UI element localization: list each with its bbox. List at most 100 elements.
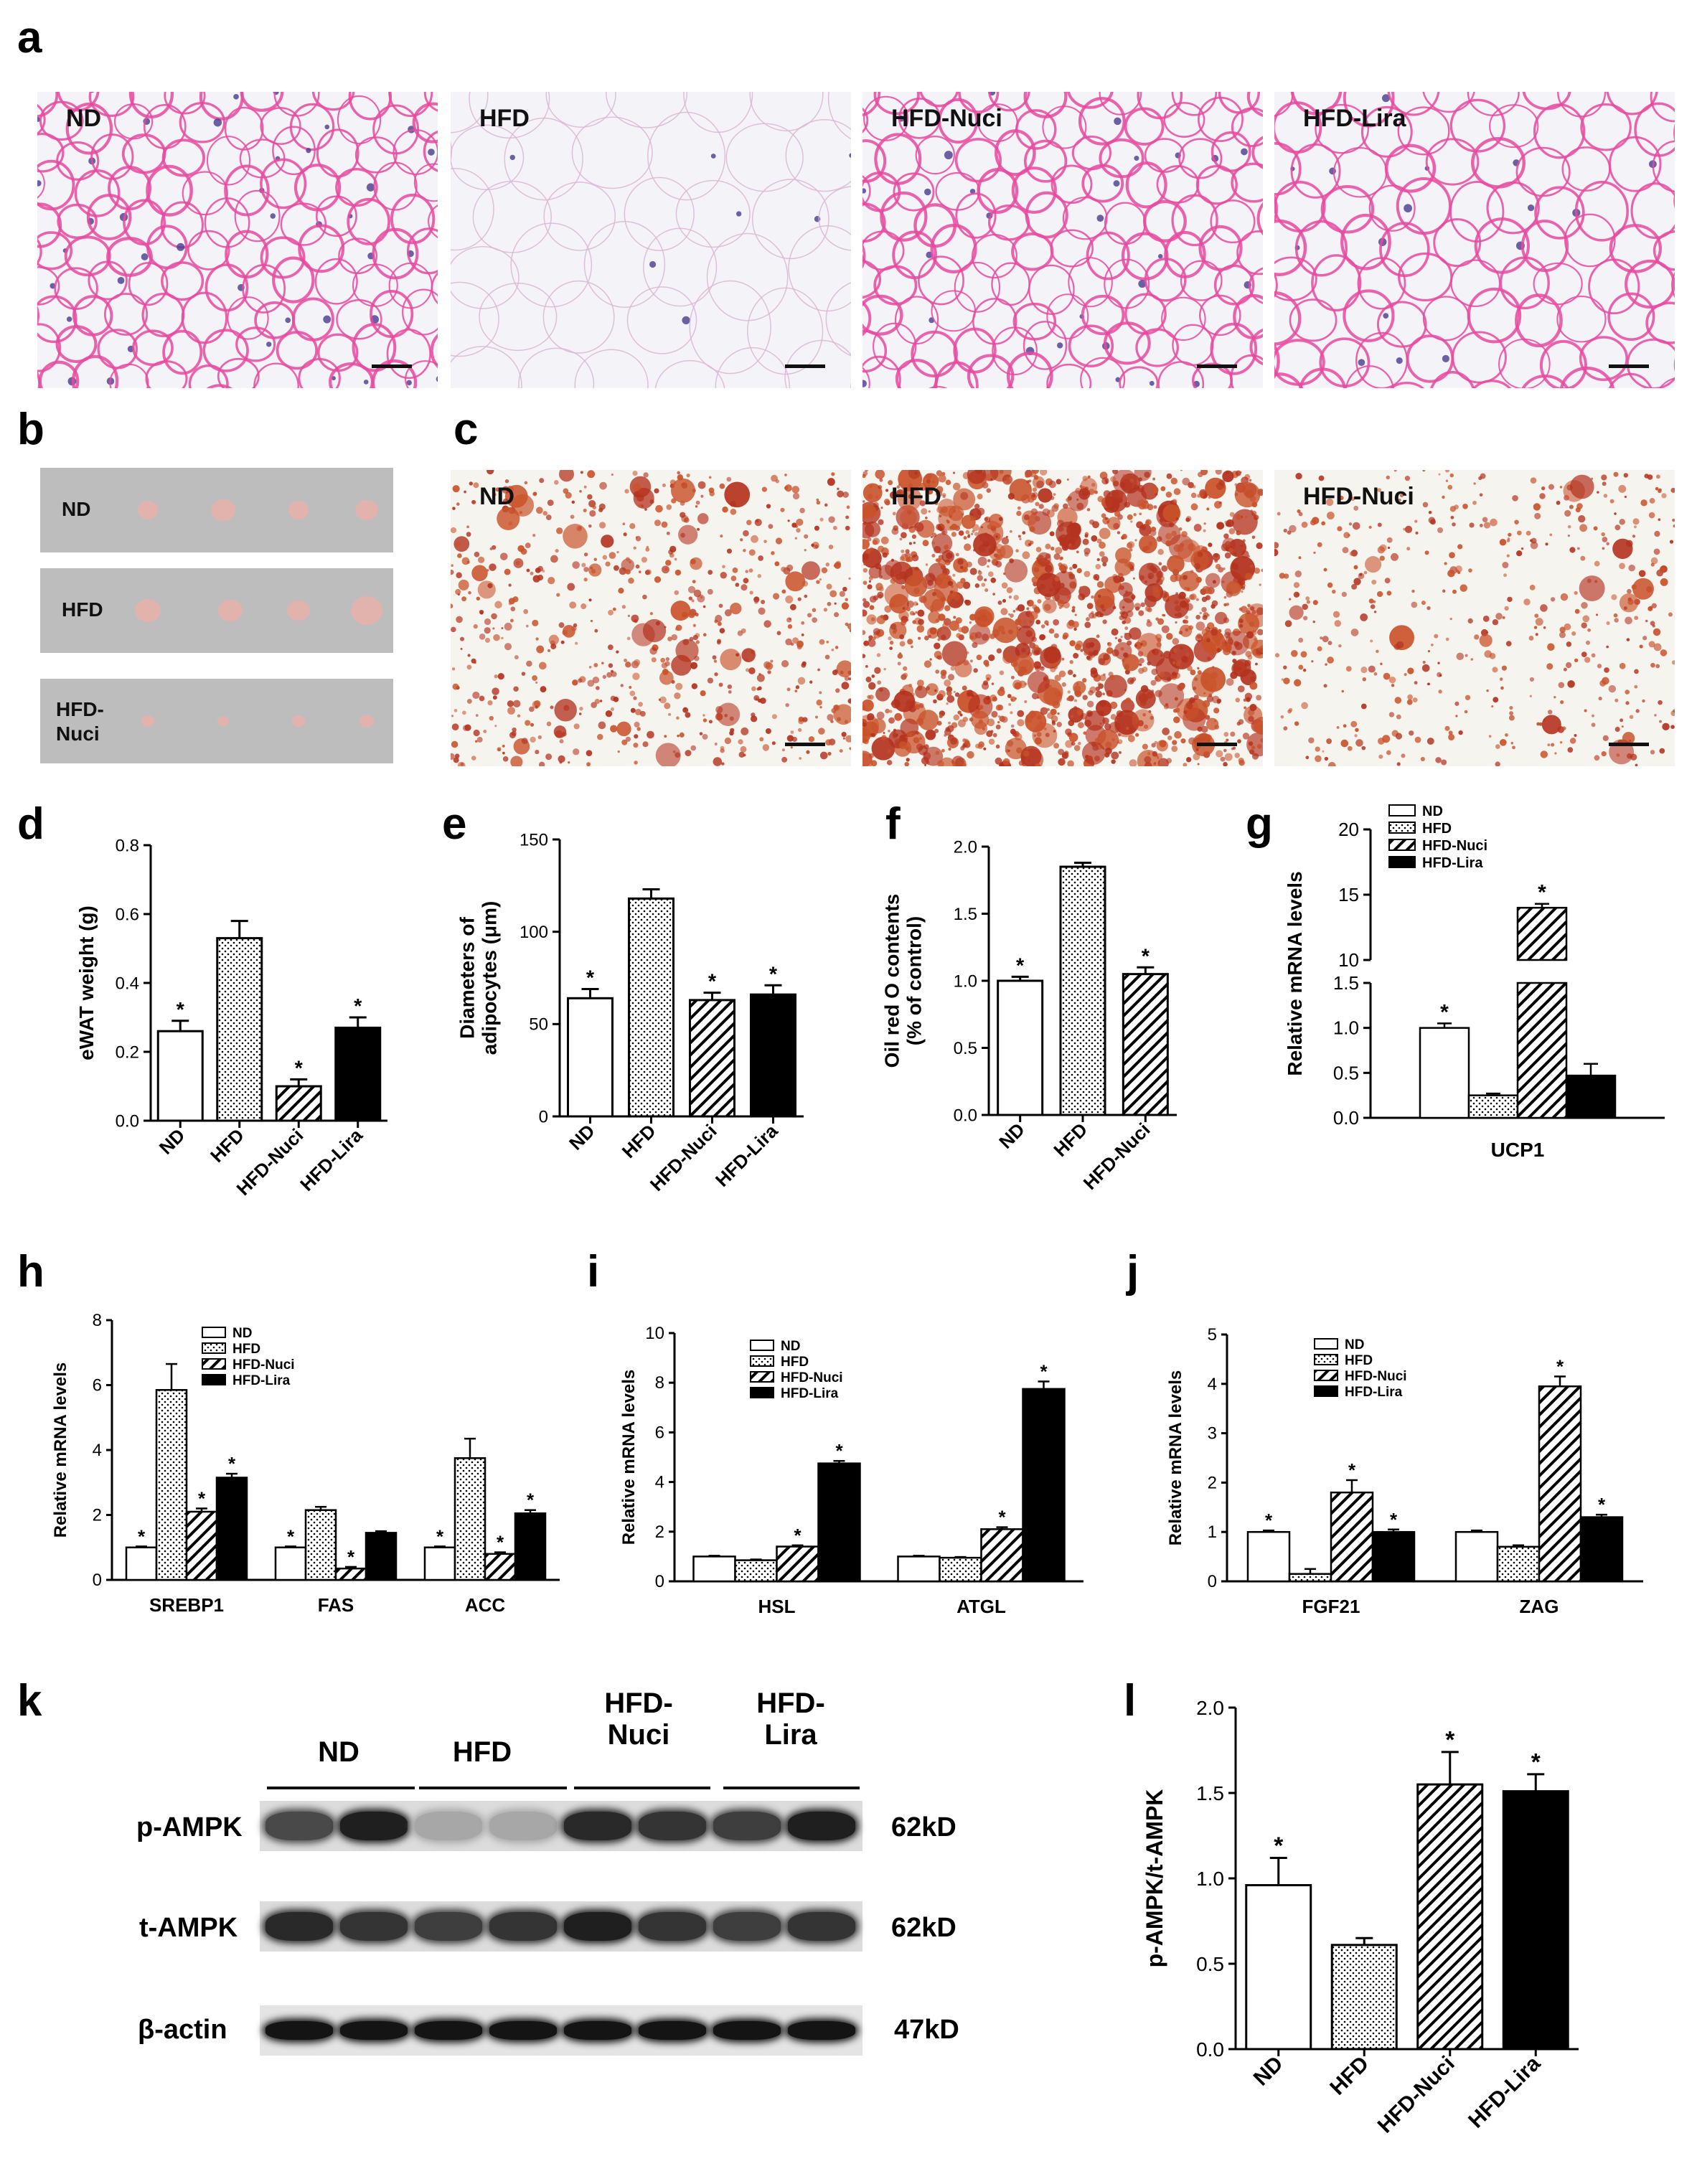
tissue-row-hfd-nuci: HFD-Nuci [40,679,393,763]
significance-star: * [998,1507,1006,1528]
panel-letter-d: d [17,799,44,849]
bar-hfd [1467,1094,1519,1119]
y-tick-label: 1.0 [1333,1017,1359,1039]
category-label: HFD-Nuci [646,1120,721,1195]
panel-letter-l: l [1124,1676,1137,1726]
legend-swatch [750,1371,774,1383]
y-tick-label: 150 [520,830,548,849]
scale-bar [1197,364,1237,368]
legend-label: HFD-Nuci [1422,838,1487,854]
oilred-texture [1274,470,1675,766]
scale-bar [1609,364,1649,368]
blot-size-b-actin: 47kD [894,2015,959,2045]
legend-swatch [750,1340,774,1351]
y-tick-label: 8 [93,1311,102,1330]
y-tick-label: 0.2 [116,1042,139,1062]
he-image-hfd: HFD [451,92,851,388]
y-tick-label: 0.0 [1196,2038,1224,2061]
legend-label: HFD-Lira [781,1386,839,1401]
tissue-row-nd: ND [40,468,393,552]
blot-group-hfd-lira: HFD- Lira [756,1688,825,1751]
tissue-sample [135,598,161,623]
panel-letter-f: f [885,799,901,849]
category-label: HFD-Nuci [1373,2052,1459,2138]
significance-star: * [1274,1832,1284,1859]
category-label: HSL [758,1596,796,1617]
tissue-label-hfd-nuci: HFD-Nuci [56,698,104,745]
group-underline-hfd [419,1787,567,1789]
category-label: HFD-Lira [1464,2051,1545,2132]
y-axis-label: Relative mRNA levels [1284,871,1306,1075]
he-label-nd: ND [66,105,102,132]
significance-star: * [835,1440,843,1462]
y-tick-label: 50 [529,1015,548,1035]
legend-swatch [202,1374,226,1385]
legend-label: HFD-Nuci [232,1357,295,1373]
legend-swatch [1314,1370,1338,1381]
panel-letter-h: h [17,1247,44,1296]
bar-nd [156,1030,204,1122]
bar-hfd-nuci [1538,1385,1582,1583]
legend-swatch [750,1355,774,1367]
legend-swatch [1388,804,1416,816]
y-tick-label: 10 [645,1324,664,1343]
category-label: ZAG [1520,1596,1559,1617]
y-tick-label: 1.5 [954,905,977,924]
blot-band [489,1912,557,1941]
y-tick-label: 0.5 [1196,1953,1224,1975]
blot-band [489,1812,557,1840]
chart-l: 0.0 0.5 1.0 1.5 2.0 * ND HFD * HFD-Nuci * HFD-Lira p… [1142,1697,1579,2138]
significance-star: * [1440,1000,1449,1024]
legend-label: ND [1422,804,1443,819]
panel-letter-b: b [17,405,44,454]
y-tick-label: 10 [1338,949,1359,971]
chart-g: 0.0 0.5 1.0 1.510 15 20 * * UCP1 ND HFDHFD-NuciHFD… [1284,804,1665,1161]
bar-hfd-lira [1565,1074,1617,1119]
bar-hfd-lira [215,1477,248,1581]
category-label: HFD-Nuci [1079,1119,1155,1194]
y-axis-label: Diameters ofadipocytes (μm) [456,901,501,1055]
bar-hfd-lira [1579,1516,1624,1583]
y-tick-label: 4 [1208,1375,1217,1394]
he-image-hfd-nuci: HFD-Nuci [862,92,1263,388]
y-tick-label: 0 [539,1107,548,1126]
bar-hfd [734,1559,778,1583]
scale-bar [372,364,412,368]
significance-star: * [198,1487,206,1509]
panel-letter-a: a [17,13,42,62]
blot-row-b-actin [260,2005,862,2056]
blot-band [788,2021,855,2040]
tissue-label-nd: ND [62,498,91,520]
bar-nd [1419,1027,1470,1119]
he-texture [1274,92,1675,388]
blot-band [340,2021,408,2040]
y-axis-label: p-AMPK/t-AMPK [1142,1789,1167,1968]
he-label-hfd: HFD [479,105,530,132]
scale-bar [785,743,825,746]
tissue-sample [292,715,305,728]
bar-hfd-nuci [334,1567,367,1581]
bar-hfd-nuci [1416,1783,1484,2051]
y-tick-label: 0.5 [1333,1062,1359,1083]
y-tick-label: 2.0 [1196,1697,1224,1719]
oilred-image-hfd-nuci: HFD-Nuci [1274,470,1675,766]
bar-nd [423,1546,456,1581]
bar-hfd-lira [1022,1388,1066,1583]
significance-star: * [1348,1459,1356,1481]
tissue-sample [218,599,243,622]
significance-star: * [1445,1727,1455,1754]
bar-hfd [1330,1944,1398,2051]
blot-row-t-ampk [260,1901,862,1952]
y-tick-label: 4 [93,1441,102,1460]
panel-letter-k: k [17,1676,42,1726]
blot-band [340,1812,408,1840]
significance-star: * [1265,1510,1273,1531]
y-tick-label: 0.0 [954,1106,977,1125]
significance-star: * [295,1057,304,1080]
legend-label: HFD-Lira [1345,1385,1403,1400]
blot-band [713,2021,781,2040]
bar-nd [1246,1530,1291,1583]
y-tick-label: 0 [1208,1572,1217,1591]
significance-star: * [1142,945,1150,968]
category-label: FAS [318,1594,354,1616]
